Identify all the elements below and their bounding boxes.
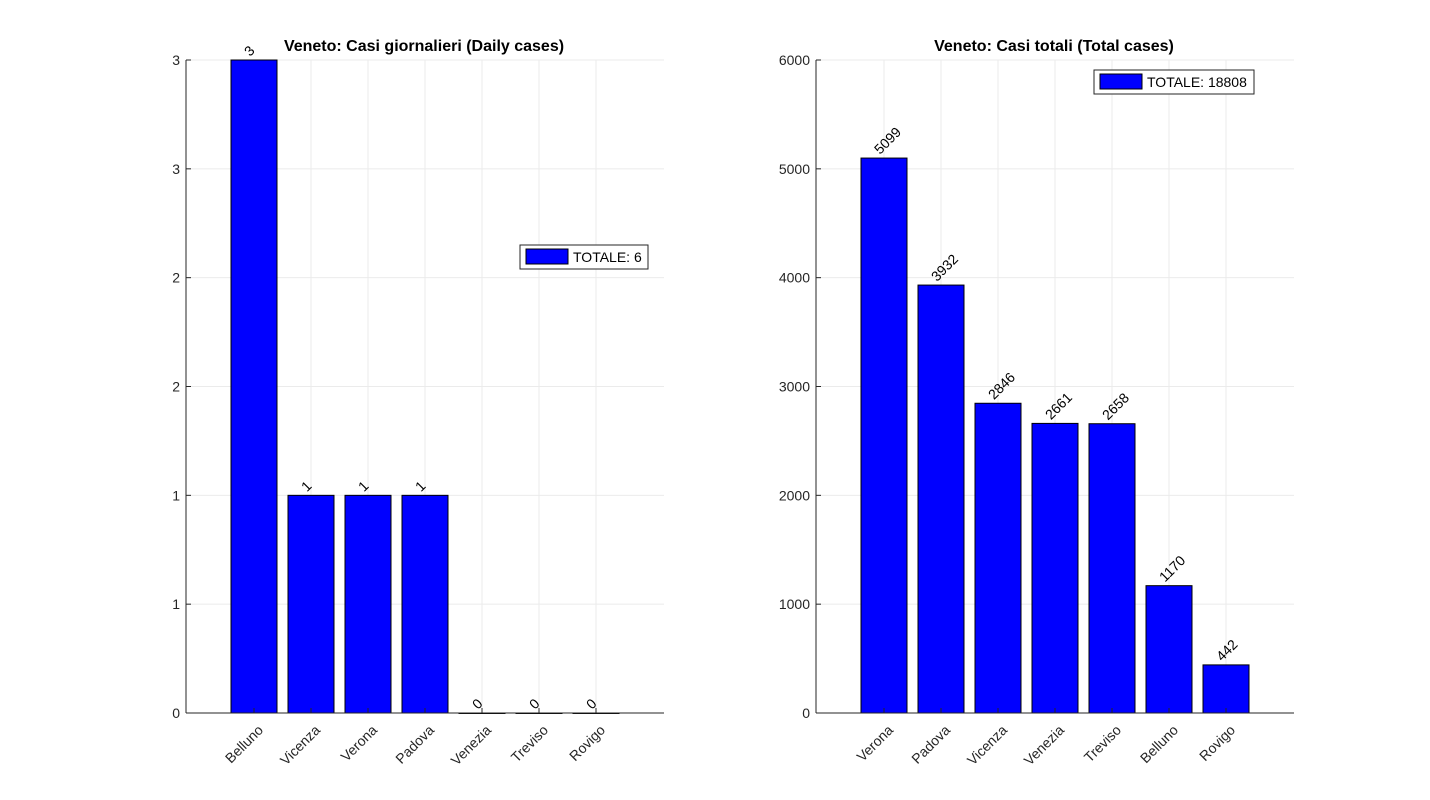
y-tick-label: 1000 <box>779 596 810 612</box>
y-tick-label: 3 <box>172 52 180 68</box>
y-tick-label: 1 <box>172 596 180 612</box>
data-label: 1 <box>355 477 372 494</box>
data-label: 2661 <box>1042 389 1075 422</box>
x-tick-label: Vicenza <box>964 722 1011 769</box>
data-label: 0 <box>469 695 486 712</box>
data-label: 2846 <box>985 369 1018 402</box>
data-label: 1 <box>298 477 315 494</box>
bar <box>1031 422 1079 714</box>
bars <box>860 157 1250 714</box>
y-tick-label: 2 <box>172 270 180 286</box>
bar <box>860 157 908 714</box>
y-tick-label: 4000 <box>779 270 810 286</box>
bar <box>230 59 278 714</box>
bar <box>401 494 449 714</box>
daily-cases-chart: Veneto: Casi giornalieri (Daily cases) 0… <box>172 38 664 768</box>
data-label: 0 <box>526 695 543 712</box>
legend: TOTALE: 18808 <box>1093 69 1255 95</box>
chart-title: Veneto: Casi giornalieri (Daily cases) <box>284 38 564 55</box>
x-tick-label: Verona <box>337 722 380 765</box>
axes <box>185 59 664 714</box>
x-tick-label: Belluno <box>222 722 266 766</box>
data-label: 0 <box>583 695 600 712</box>
y-tick-label: 3000 <box>779 379 810 395</box>
y-tick-label: 0 <box>802 705 810 721</box>
x-tick-label: Verona <box>853 722 896 765</box>
x-tick-label: Padova <box>392 722 437 767</box>
data-label: 442 <box>1213 636 1241 664</box>
data-label: 5099 <box>871 124 904 157</box>
y-tick-label: 1 <box>172 487 180 503</box>
axes <box>815 59 1294 714</box>
bar <box>1088 423 1136 714</box>
y-tick-label: 2 <box>172 379 180 395</box>
data-label: 3932 <box>928 251 961 284</box>
y-tick-label: 6000 <box>779 52 810 68</box>
x-tick-label: Rovigo <box>1196 722 1238 764</box>
y-tick-label: 5000 <box>779 161 810 177</box>
x-tick-label: Padova <box>908 722 953 767</box>
bar <box>1145 585 1193 714</box>
x-tick-label: Venezia <box>1021 722 1068 769</box>
bar <box>344 494 392 714</box>
legend-swatch <box>525 248 569 265</box>
bar <box>917 284 965 714</box>
data-label: 2658 <box>1099 389 1132 422</box>
x-tick-label: Belluno <box>1137 722 1181 766</box>
x-tick-label: Rovigo <box>566 722 608 764</box>
total-cases-chart: Veneto: Casi totali (Total cases) 0 1000 2… <box>779 38 1294 768</box>
legend-label: TOTALE: 18808 <box>1147 74 1247 90</box>
bars <box>230 59 620 714</box>
data-label: 1170 <box>1156 552 1189 585</box>
y-tick-label: 2000 <box>779 487 810 503</box>
legend-label: TOTALE: 6 <box>573 249 642 265</box>
data-label: 3 <box>241 42 258 59</box>
data-label: 1 <box>412 477 429 494</box>
y-tick-label: 0 <box>172 705 180 721</box>
x-tick-label: Venezia <box>448 722 495 769</box>
x-tick-label: Treviso <box>1081 722 1125 766</box>
bar <box>287 494 335 714</box>
chart-title: Veneto: Casi totali (Total cases) <box>934 38 1174 55</box>
bar <box>1202 664 1250 714</box>
x-tick-label: Treviso <box>508 722 552 766</box>
legend: TOTALE: 6 <box>519 244 649 270</box>
legend-swatch <box>1099 73 1143 90</box>
x-tick-label: Vicenza <box>277 722 324 769</box>
y-tick-label: 3 <box>172 161 180 177</box>
bar <box>974 402 1022 714</box>
